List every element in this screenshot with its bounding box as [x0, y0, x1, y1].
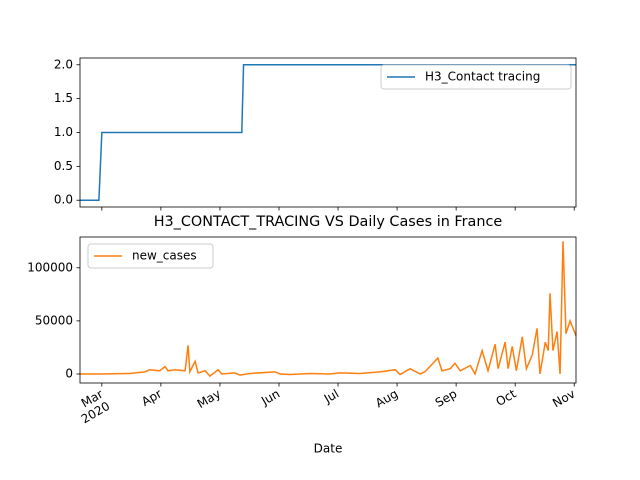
chart-title: H3_CONTACT_TRACING VS Daily Cases in Fra…	[154, 214, 503, 230]
y-tick-label: 1.5	[54, 91, 73, 105]
plot-frame	[79, 236, 577, 384]
data-line	[80, 64, 576, 201]
y-tick-label: 100000	[27, 260, 73, 274]
y-tick-label: 1.0	[54, 125, 73, 139]
y-tick-label: 0	[65, 366, 73, 380]
y-tick-label: 0.5	[54, 159, 73, 173]
plot-frame	[79, 57, 577, 208]
data-line	[80, 241, 577, 378]
x-axis-label: Date	[314, 442, 343, 456]
legend-box	[87, 243, 214, 269]
y-tick-label: 2.0	[54, 57, 73, 71]
legend-label: new_cases	[132, 249, 197, 263]
y-tick-label: 50000	[35, 313, 73, 327]
x-tick-label: Jul	[321, 387, 341, 407]
legend-box	[380, 64, 572, 90]
legend-label: H3_Contact tracing	[425, 70, 540, 84]
y-tick-label: 0.0	[54, 193, 73, 207]
